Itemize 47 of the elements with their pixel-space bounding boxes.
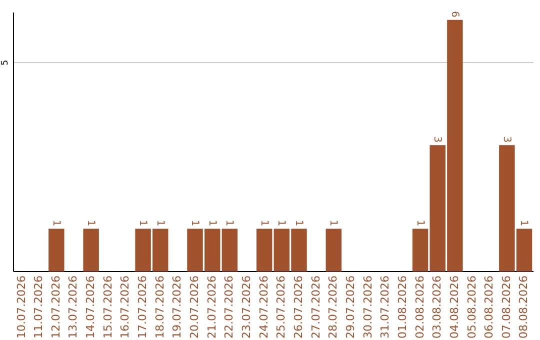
x-tick-label: 24.07.2026 (257, 276, 270, 338)
x-tick-label: 08.08.2026 (517, 276, 530, 338)
x-tick-label: 30.07.2026 (361, 276, 374, 338)
x-tick-label: 05.08.2026 (465, 276, 478, 338)
x-tick-label: 06.08.2026 (482, 276, 496, 338)
data-label: 1 (276, 220, 287, 226)
x-tick-label: 04.08.2026 (448, 276, 461, 338)
x-tick-label: 17.07.2026 (136, 276, 150, 338)
x-tick-label: 18.07.2026 (153, 276, 166, 338)
data-label: 1 (154, 220, 166, 226)
x-tick-label: 14.07.2026 (84, 276, 98, 338)
y-tick-label: 5 (0, 60, 10, 66)
x-tick-label: 10.07.2026 (14, 276, 28, 338)
x-tick-label: 16.07.2026 (118, 276, 132, 338)
data-label: 1 (206, 220, 218, 226)
data-label: 1 (137, 220, 148, 226)
data-label: 1 (224, 220, 235, 226)
data-label: 1 (292, 220, 304, 226)
data-label: 1 (258, 220, 270, 226)
data-label: 1 (328, 220, 339, 226)
data-label: 1 (189, 220, 200, 226)
x-tick-label: 26.07.2026 (292, 276, 305, 338)
x-tick-label: 21.07.2026 (205, 276, 218, 338)
x-tick-label: 13.07.2026 (66, 276, 80, 338)
x-tick-label: 31.07.2026 (378, 276, 392, 338)
data-label: 1 (414, 220, 426, 226)
x-tick-label: 02.08.2026 (413, 276, 426, 338)
x-tick-label: 03.08.2026 (430, 276, 444, 338)
x-tick-label: 12.07.2026 (49, 276, 62, 338)
x-tick-label: 11.07.2026 (32, 276, 46, 338)
x-tick-label: 22.07.2026 (222, 276, 236, 338)
data-label: 6 (448, 10, 460, 18)
x-tick-label: 27.07.2026 (309, 276, 322, 338)
x-tick-label: 29.07.2026 (344, 276, 357, 338)
data-label: 3 (432, 136, 443, 143)
data-label: 1 (85, 220, 96, 226)
x-tick-label: 01.08.2026 (396, 276, 409, 338)
x-tick-label: 28.07.2026 (326, 276, 340, 338)
x-tick-label: 07.08.2026 (500, 276, 513, 338)
data-label: 1 (518, 220, 530, 226)
x-tick-label: 15.07.2026 (101, 276, 114, 338)
x-tick-label: 23.07.2026 (240, 276, 254, 338)
data-label: 1 (50, 220, 62, 226)
x-tick-label: 20.07.2026 (188, 276, 202, 338)
x-tick-label: 25.07.2026 (274, 276, 288, 338)
data-label: 3 (500, 136, 512, 143)
x-tick-label: 19.07.2026 (170, 276, 184, 338)
